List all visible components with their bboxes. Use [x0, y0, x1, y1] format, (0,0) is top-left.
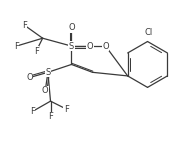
Text: O: O — [68, 23, 75, 32]
Text: F: F — [34, 47, 39, 56]
Text: O: O — [87, 42, 93, 51]
Text: O: O — [26, 73, 33, 82]
Text: F: F — [48, 112, 53, 121]
Text: S: S — [45, 68, 50, 77]
Text: F: F — [22, 21, 27, 30]
Text: Cl: Cl — [145, 28, 153, 37]
Text: F: F — [14, 42, 19, 51]
Text: F: F — [30, 107, 35, 116]
Text: F: F — [64, 105, 69, 113]
Text: S: S — [69, 42, 74, 51]
Text: O: O — [42, 86, 49, 95]
Text: O: O — [102, 42, 109, 51]
